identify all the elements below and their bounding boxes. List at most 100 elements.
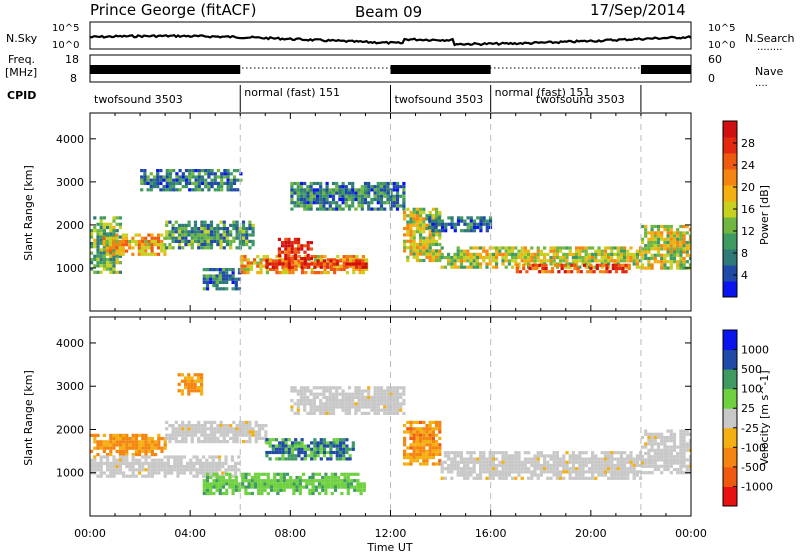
nsky-tick-top: 10^5 — [52, 23, 79, 34]
colorbar-swatch — [723, 281, 737, 298]
nave-dots: .... — [755, 78, 768, 89]
power-ylabel: Slant Range [km] — [22, 165, 35, 261]
y-tick-label: 4000 — [56, 133, 84, 146]
scatter-region — [640, 429, 691, 475]
x-tick-label: 16:00 — [475, 527, 507, 540]
scatter-region — [440, 451, 643, 480]
y-tick-label: 3000 — [56, 176, 84, 189]
nsearch-dots: ........ — [757, 42, 782, 53]
colorbar-swatch — [723, 408, 737, 429]
scatter-region — [265, 438, 355, 461]
scatter-region — [290, 181, 406, 211]
y-tick-label: 4000 — [56, 337, 84, 350]
nsky-label: N.Sky — [6, 32, 38, 45]
x-tick-label: 00:00 — [74, 527, 106, 540]
colorbar-tick-label: -1000 — [741, 480, 773, 493]
colorbar-tick-label: 1000 — [741, 344, 769, 357]
colorbar-tick-label: 25 — [741, 402, 755, 415]
x-tick-labels: 00:00 04:00 08:00 12:00 16:00 20:00 00:00 — [74, 527, 707, 540]
y-tick-label: 1000 — [56, 262, 84, 275]
colorbar-tick-label: 16 — [741, 203, 755, 216]
freq-panel: Freq. [MHz] 18 8 60 0 Nave .... — [5, 53, 783, 89]
colorbar-swatch — [723, 447, 737, 468]
colorbar-swatch — [723, 169, 737, 186]
scatter-region — [440, 246, 643, 269]
x-tick-label: 20:00 — [575, 527, 607, 540]
power-colorbar: 4 8 12 16 20 24 28 — [722, 120, 755, 298]
scatter-region — [165, 420, 268, 444]
colorbar-tick-label: 12 — [741, 225, 755, 238]
colorbar-swatch — [723, 369, 737, 390]
y-tick-label: 2000 — [56, 219, 84, 232]
freq-label: Freq. — [8, 53, 35, 66]
power-axes: 1000 2000 3000 4000 — [56, 113, 692, 311]
station-title: Prince George (fitACF) — [90, 1, 256, 19]
colorbar-swatch — [723, 388, 737, 409]
scatter-region — [90, 433, 167, 457]
colorbar-swatch — [723, 427, 737, 448]
cpid-segment-label: normal (fast) 151 — [495, 86, 591, 99]
colorbar-swatch — [723, 349, 737, 370]
y-tick-label: 1000 — [56, 467, 84, 480]
scatter-region — [403, 420, 442, 466]
x-tick-label: 04:00 — [174, 527, 206, 540]
date-title: 17/Sep/2014 — [590, 1, 686, 19]
colorbar-swatch — [723, 137, 737, 154]
freq-tick-bottom: 8 — [70, 72, 77, 85]
velocity-data — [90, 373, 691, 496]
colorbar-tick-label: 20 — [741, 181, 755, 194]
nsearch-tick-top: 10^5 — [708, 23, 735, 34]
cpid-segment-label: twofsound 3503 — [536, 93, 625, 106]
velocity-colorbar: 1000 500 100 25 -25 -100 -500 -1000 — [722, 329, 773, 507]
nave-tick-top: 60 — [708, 53, 722, 66]
colorbar-tick-label: -500 — [741, 461, 766, 474]
colorbar-swatch — [723, 217, 737, 234]
colorbar-swatch — [723, 185, 737, 202]
colorbar-tick-label: 500 — [741, 363, 762, 376]
colorbar-tick-label: 28 — [741, 137, 755, 150]
scatter-region — [277, 237, 313, 261]
noise-trace — [89, 33, 692, 47]
nave-label: Nave — [755, 65, 783, 78]
freq-tick-top: 18 — [65, 53, 79, 66]
velocity-boundaries — [239, 317, 642, 516]
y-tick-label: 2000 — [56, 423, 84, 436]
cpid-segment-label: twofsound 3503 — [94, 93, 183, 106]
colorbar-swatch — [723, 121, 737, 138]
power-panel: 1000 2000 3000 4000 Slant Range [km] — [22, 112, 692, 312]
nsearch-tick-bottom: 10^0 — [708, 40, 735, 51]
scatter-region — [202, 268, 242, 291]
scatter-region — [177, 373, 204, 396]
x-tick-label: 00:00 — [675, 527, 707, 540]
freq-block — [640, 65, 691, 74]
x-axis-title: Time UT — [366, 541, 412, 554]
x-tick-label: 08:00 — [274, 527, 306, 540]
power-data — [90, 169, 691, 291]
colorbar-swatch — [723, 201, 737, 218]
freq-unit: [MHz] — [5, 66, 37, 79]
scatter-region — [202, 472, 366, 496]
scatter-region — [140, 169, 243, 192]
freq-blocks — [90, 65, 691, 74]
colorbar-tick-label: 24 — [741, 159, 755, 172]
cpid-segment-label: normal (fast) 151 — [244, 86, 340, 99]
scatter-region — [515, 263, 631, 274]
nave-tick-bottom: 0 — [708, 72, 715, 85]
scatter-region — [640, 224, 691, 270]
nsky-tick-bottom: 10^0 — [52, 40, 79, 51]
colorbar-swatch — [723, 486, 737, 507]
colorbar-swatch — [723, 249, 737, 266]
colorbar-tick-label: 4 — [741, 269, 748, 282]
colorbar-swatch — [723, 466, 737, 487]
x-tick-label: 12:00 — [375, 527, 407, 540]
scatter-region — [265, 259, 368, 269]
colorbar-swatch — [723, 153, 737, 170]
colorbar-tick-label: 8 — [741, 247, 748, 260]
colorbar-swatch — [723, 265, 737, 282]
scatter-region — [290, 386, 406, 415]
cpid-segment-label: twofsound 3503 — [395, 93, 484, 106]
colorbar-tick-label: 100 — [741, 383, 762, 396]
beam-title: Beam 09 — [355, 3, 422, 21]
